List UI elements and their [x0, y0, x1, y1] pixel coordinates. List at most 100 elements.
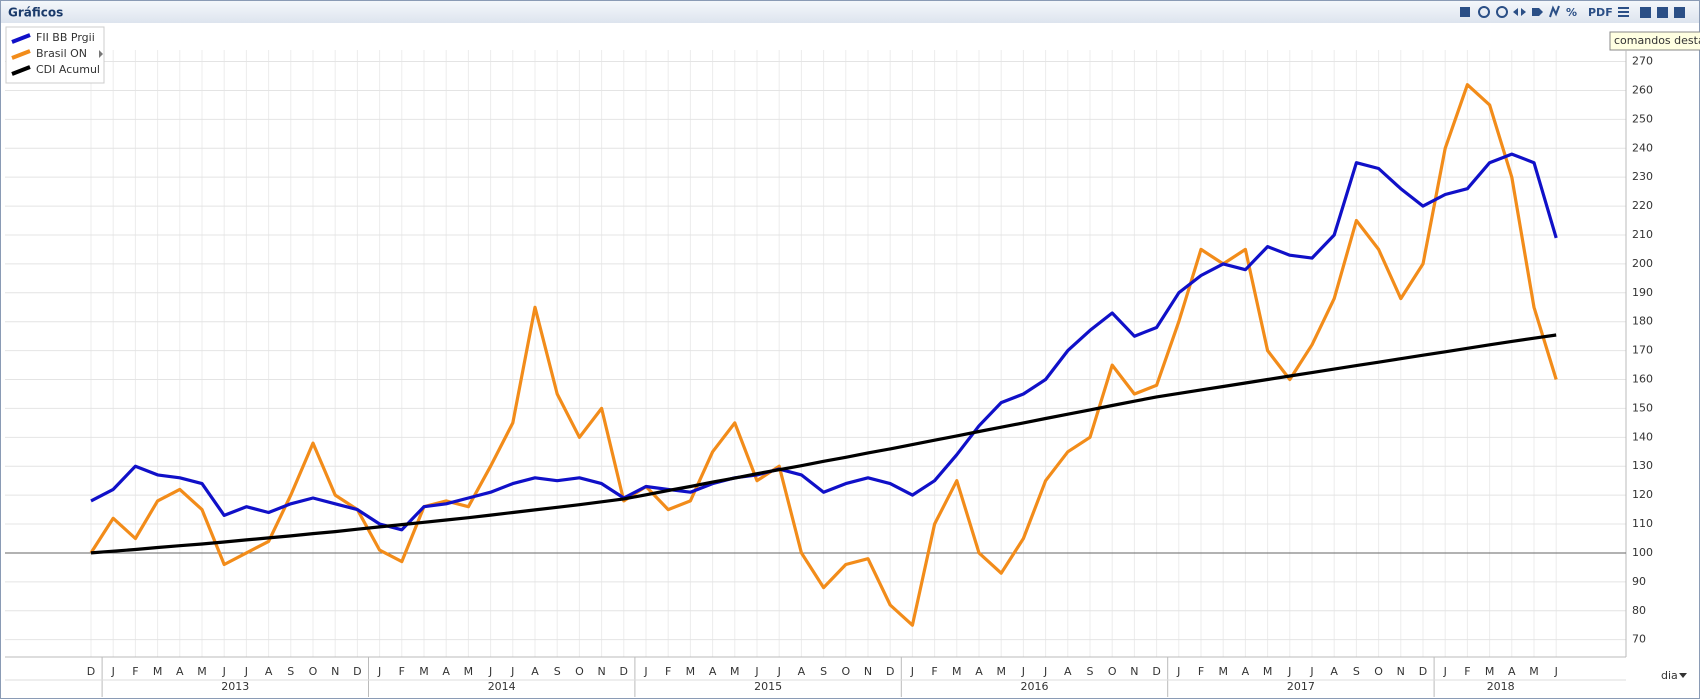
legend-swatch [11, 65, 31, 76]
x-tick-label: M [464, 665, 474, 678]
y-tick-label: 260 [1632, 83, 1653, 96]
y-tick-label: 180 [1632, 315, 1653, 328]
x-tick-label: S [1353, 665, 1360, 678]
y-tick-label: 160 [1632, 373, 1653, 386]
tool-icon[interactable] [1478, 6, 1490, 18]
x-tick-label: J [1043, 665, 1047, 678]
x-tick-label: J [244, 665, 248, 678]
legend: FII BB Prgii Brasil ON CDI Acumul [5, 26, 105, 84]
toolbar[interactable]: % PDF [1460, 5, 1685, 19]
x-tick-label: J [643, 665, 647, 678]
x-tick-label: A [1508, 665, 1516, 678]
x-tick-label: J [510, 665, 514, 678]
tool-icon[interactable] [1549, 5, 1560, 18]
x-tick-label: F [132, 665, 138, 678]
tool-icon[interactable] [1460, 7, 1470, 17]
x-tick-label: S [287, 665, 294, 678]
x-tick-label: F [665, 665, 671, 678]
x-tick-label: J [377, 665, 381, 678]
y-tick-label: 130 [1632, 459, 1653, 472]
y-tick-label: 200 [1632, 257, 1653, 270]
period-label[interactable]: dia [1661, 669, 1678, 682]
x-tick-label: F [399, 665, 405, 678]
y-tick-label: 150 [1632, 401, 1653, 414]
x-tick-label: A [1242, 665, 1250, 678]
dropdown-arrow[interactable] [1679, 673, 1687, 678]
x-tick-label: S [554, 665, 561, 678]
x-tick-label: F [1198, 665, 1204, 678]
x-tick-label: D [1152, 665, 1160, 678]
y-tick-label: 250 [1632, 112, 1653, 125]
tooltip: comandos desta [1609, 31, 1700, 51]
x-tick-label: A [1064, 665, 1072, 678]
year-label: 2017 [1287, 680, 1315, 693]
x-tick-label: O [575, 665, 584, 678]
y-tick-label: 100 [1632, 546, 1653, 559]
period-selector[interactable]: dia [1661, 669, 1687, 682]
y-tick-label: 80 [1632, 604, 1646, 617]
x-tick-label: J [777, 665, 781, 678]
tool-icon[interactable]: % [1566, 6, 1577, 19]
x-tick-label: F [931, 665, 937, 678]
x-tick-label: M [197, 665, 207, 678]
x-tick-label: N [331, 665, 339, 678]
y-tick-label: 70 [1632, 633, 1646, 646]
y-tick-label: 270 [1632, 55, 1653, 68]
y-tick-label: 110 [1632, 517, 1653, 530]
x-tick-label: S [1087, 665, 1094, 678]
x-tick-label: J [111, 665, 115, 678]
year-label: 2015 [754, 680, 782, 693]
x-tick-label: J [754, 665, 758, 678]
y-tick-label: 140 [1632, 430, 1653, 443]
x-tick-label: J [1287, 665, 1291, 678]
y-tick-label: 240 [1632, 141, 1653, 154]
pdf-button[interactable]: PDF [1588, 6, 1613, 19]
x-tick-label: J [1021, 665, 1025, 678]
x-tick-label: N [1130, 665, 1138, 678]
x-tick-label: F [1464, 665, 1470, 678]
tooltip-box [1609, 31, 1700, 51]
x-tick-label: A [975, 665, 983, 678]
x-tick-label: A [442, 665, 450, 678]
series-line [90, 152, 1558, 532]
x-tick-label: A [709, 665, 717, 678]
minimize-button[interactable] [1640, 7, 1651, 18]
x-tick-label: J [222, 665, 226, 678]
tool-icon[interactable] [1532, 8, 1543, 16]
legend-swatch [11, 33, 31, 44]
x-tick-label: J [1176, 665, 1180, 678]
x-tick-label: J [910, 665, 914, 678]
tool-icon[interactable] [1513, 8, 1526, 16]
x-tick-label: M [730, 665, 740, 678]
menu-icon[interactable] [1618, 7, 1629, 17]
x-tick-label: M [153, 665, 163, 678]
legend-label: CDI Acumul [36, 63, 100, 76]
legend-label: FII BB Prgii [36, 31, 95, 44]
x-tick-label: D [620, 665, 628, 678]
x-tick-label: A [531, 665, 539, 678]
y-tick-label: 170 [1632, 344, 1653, 357]
legend-arrow [99, 50, 103, 58]
x-tick-label: N [1397, 665, 1405, 678]
y-tick-label: 120 [1632, 488, 1653, 501]
close-button[interactable] [1674, 7, 1685, 18]
x-tick-label: M [1263, 665, 1273, 678]
x-tick-label: M [996, 665, 1006, 678]
y-tick-label: 210 [1632, 228, 1653, 241]
y-tick-label: 230 [1632, 170, 1653, 183]
x-tick-label: O [309, 665, 318, 678]
tooltip-text: comandos desta [1614, 34, 1700, 47]
x-tick-label: A [1330, 665, 1338, 678]
x-tick-label: D [353, 665, 361, 678]
year-label: 2013 [221, 680, 249, 693]
tool-icon[interactable] [1496, 6, 1508, 18]
x-tick-label: S [820, 665, 827, 678]
y-tick-label: 190 [1632, 286, 1653, 299]
x-tick-label: A [176, 665, 184, 678]
year-label: 2014 [488, 680, 516, 693]
x-tick-label: M [419, 665, 429, 678]
x-tick-label: O [1374, 665, 1383, 678]
maximize-button[interactable] [1657, 7, 1668, 18]
